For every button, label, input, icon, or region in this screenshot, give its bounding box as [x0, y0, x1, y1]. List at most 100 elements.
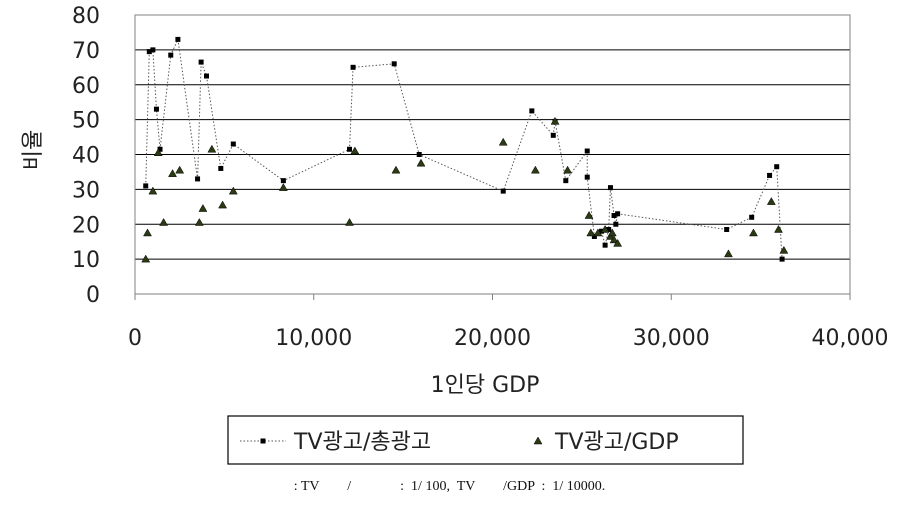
series-2-marker — [766, 197, 776, 205]
series-1-marker — [280, 178, 286, 184]
series-1-marker — [150, 47, 156, 53]
legend-box — [227, 415, 744, 465]
series-2-marker — [218, 200, 228, 209]
series-1-marker — [143, 183, 149, 189]
x-tick-label: 40,000 — [812, 326, 889, 351]
series-2-marker — [159, 218, 169, 226]
series-2-marker — [391, 165, 401, 174]
series-2-marker — [198, 204, 208, 212]
legend: TV광고/총광고 TV광고/GDP — [227, 415, 744, 465]
x-tick-label: 30,000 — [633, 326, 710, 351]
series-2-marker — [609, 235, 619, 244]
chart-svg: 0 10 20 30 40 50 60 70 80 0 10,000 20,000 30,000 40,… — [21, 4, 888, 465]
footnote: : TV / : 1/ 100, TV /GDP : 1/ 10000. — [293, 479, 606, 494]
series-2-marker — [228, 186, 238, 195]
series-2-marker — [563, 165, 573, 174]
series-1-marker — [611, 213, 617, 219]
y-tick-label: 30 — [72, 178, 100, 203]
series-1-marker — [347, 146, 352, 152]
series-2-marker — [779, 245, 789, 254]
series-2-marker — [600, 224, 610, 233]
series-2-marker — [175, 165, 185, 174]
series-1-marker — [584, 174, 590, 180]
series-2-marker — [530, 165, 540, 174]
series-1-marker — [500, 188, 506, 194]
series-2-marker — [416, 158, 426, 167]
y-tick-label: 50 — [72, 109, 100, 134]
series-1-marker — [350, 64, 356, 70]
x-tick-label: 0 — [128, 326, 142, 351]
y-tick-label: 40 — [72, 144, 100, 169]
series-1-marker — [198, 59, 204, 65]
y-tick-label: 70 — [72, 39, 100, 64]
legend-label-series-2: TV광고/GDP — [554, 430, 679, 455]
series-2-marker — [143, 228, 152, 237]
y-axis-ticks: 0 10 20 30 40 50 60 70 80 — [72, 4, 100, 308]
series-1-marker — [168, 52, 174, 58]
series-2-marker — [350, 146, 360, 155]
series-2-marker — [586, 228, 596, 237]
series-1-marker — [774, 164, 780, 170]
y-tick-label: 10 — [72, 248, 100, 273]
series-1-marker — [175, 36, 181, 42]
series-1-marker — [391, 61, 397, 67]
series-2-marker — [278, 183, 288, 191]
series-1-marker — [599, 228, 605, 234]
x-axis-ticks: 0 10,000 20,000 30,000 40,000 — [128, 294, 888, 351]
legend-swatch-series-1-marker — [260, 438, 266, 444]
legend-label-series-1: TV광고/총광고 — [293, 430, 431, 455]
series-layer — [141, 36, 789, 263]
series-1-line — [145, 37, 783, 260]
series-1-marker — [749, 214, 755, 220]
series-2-marker — [593, 228, 603, 237]
series-1-marker — [779, 256, 785, 262]
series-1-marker — [615, 211, 621, 217]
series-1-marker — [613, 221, 619, 227]
series-2-marker — [168, 169, 177, 177]
series-1-marker — [218, 165, 224, 171]
x-tick-label: 20,000 — [454, 326, 531, 351]
series-1-marker — [607, 185, 613, 191]
legend-items — [240, 436, 543, 445]
y-tick-label: 0 — [86, 283, 100, 308]
series-1-marker — [416, 152, 422, 157]
x-axis-title: 1인당 GDP — [431, 373, 540, 398]
y-tick-label: 20 — [72, 213, 100, 238]
series-2-marker — [550, 116, 560, 125]
series-1-marker — [204, 73, 209, 79]
series-1-marker — [550, 132, 556, 138]
series-2-marker — [148, 186, 158, 195]
series-2-marker — [749, 228, 758, 237]
series-1-marker — [146, 49, 152, 55]
series-1-marker — [195, 176, 201, 182]
y-axis-title: 비율 — [21, 130, 46, 170]
series-2-marker — [724, 249, 733, 258]
gridlines — [135, 49, 850, 260]
series-1-marker — [591, 233, 597, 239]
series-1-marker — [529, 108, 535, 114]
legend-swatch-series-2-marker — [533, 436, 543, 445]
y-tick-label: 60 — [72, 74, 100, 99]
series-2-marker — [153, 148, 163, 157]
series-1-marker — [767, 172, 773, 178]
series-1-marker — [563, 178, 569, 184]
x-tick-label: 10,000 — [275, 326, 352, 351]
series-2-marker — [607, 228, 617, 237]
series-1-marker — [724, 226, 730, 232]
series-1-marker — [602, 242, 608, 248]
series-2-marker — [774, 224, 783, 233]
series-2-marker — [345, 218, 354, 226]
series-2-marker — [207, 144, 217, 153]
series-1-marker — [606, 226, 612, 232]
series-1-marker — [157, 146, 163, 152]
series-1-marker — [230, 141, 236, 147]
series-1-marker — [584, 148, 590, 154]
series-2-marker — [584, 211, 594, 219]
series-2-marker — [194, 218, 204, 226]
series-1-marker — [153, 106, 159, 112]
y-tick-label: 80 — [72, 4, 100, 29]
series-2-marker — [141, 254, 151, 263]
series-2-marker — [498, 137, 508, 146]
series-2-marker — [613, 238, 623, 247]
